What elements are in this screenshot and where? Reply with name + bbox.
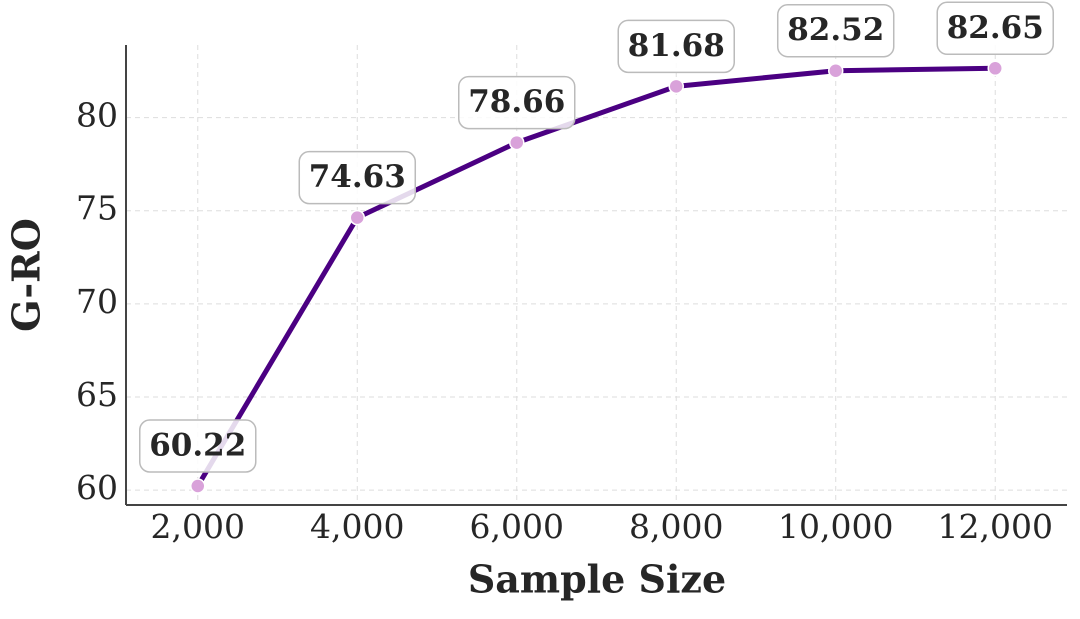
y-tick-label: 80 bbox=[76, 96, 118, 135]
y-axis-label: G-RO bbox=[4, 218, 49, 332]
marker bbox=[987, 60, 1003, 77]
data-label: 82.52 bbox=[787, 12, 884, 48]
data-label: 60.22 bbox=[149, 428, 246, 464]
x-axis-label: Sample Size bbox=[468, 557, 726, 602]
data-label: 81.68 bbox=[628, 28, 725, 64]
x-tick-label: 2,000 bbox=[151, 507, 245, 546]
label-box bbox=[458, 75, 576, 130]
marker bbox=[827, 62, 844, 79]
label-box bbox=[298, 150, 417, 205]
line bbox=[195, 65, 996, 488]
marker bbox=[190, 478, 206, 494]
label-box bbox=[139, 419, 257, 473]
x-tick-label: 4,000 bbox=[310, 507, 404, 546]
marker bbox=[668, 78, 684, 95]
x-tick-label: 8,000 bbox=[629, 507, 723, 546]
data-label: 82.65 bbox=[947, 10, 1044, 46]
y-tick-label: 70 bbox=[76, 282, 118, 321]
marker bbox=[349, 209, 366, 226]
label-box bbox=[776, 3, 895, 58]
y-tick-label: 65 bbox=[76, 375, 118, 414]
y-tick-label: 75 bbox=[76, 189, 118, 228]
x-tick-label: 12,000 bbox=[937, 507, 1052, 546]
marker bbox=[509, 134, 525, 151]
label-box bbox=[617, 19, 735, 74]
x-tick-label: 10,000 bbox=[778, 507, 893, 546]
data-label: 78.66 bbox=[468, 84, 565, 120]
label-box bbox=[936, 1, 1054, 56]
x-tick-label: 6,000 bbox=[470, 507, 564, 546]
y-tick-label: 60 bbox=[76, 468, 118, 507]
data-label: 74.63 bbox=[309, 159, 406, 195]
